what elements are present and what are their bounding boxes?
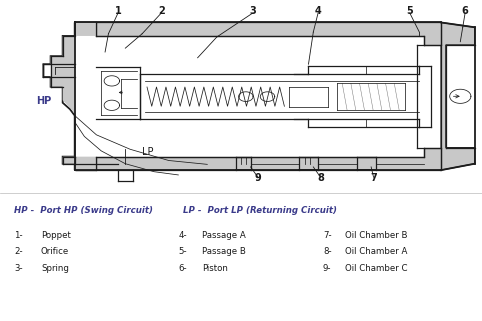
Text: Oil Chamber C: Oil Chamber C [345,264,407,273]
Text: Poppet: Poppet [41,231,71,240]
Text: 5: 5 [406,6,413,16]
Text: 2-: 2- [14,247,23,256]
Text: Passage B: Passage B [202,247,246,256]
Text: 8: 8 [317,173,324,183]
Text: 3: 3 [250,6,256,16]
Text: 1: 1 [115,6,121,16]
Text: LP -  Port LP (Returning Circuit): LP - Port LP (Returning Circuit) [183,206,337,215]
Text: Orifice: Orifice [41,247,69,256]
Text: 5-: 5- [178,247,187,256]
Text: 7: 7 [370,173,377,183]
Text: 9-: 9- [323,264,332,273]
Text: 7-: 7- [323,231,332,240]
Polygon shape [75,148,441,170]
Text: Spring: Spring [41,264,69,273]
Text: 4-: 4- [178,231,187,240]
Text: 1-: 1- [14,231,23,240]
Text: 2: 2 [158,6,165,16]
Polygon shape [75,22,441,45]
Text: 6: 6 [462,6,469,16]
Text: 6-: 6- [178,264,187,273]
Text: LP: LP [142,147,154,157]
Text: HP: HP [36,96,52,106]
Text: 8-: 8- [323,247,332,256]
Text: Oil Chamber A: Oil Chamber A [345,247,407,256]
Text: Piston: Piston [202,264,228,273]
Text: 9: 9 [254,173,261,183]
Text: 3-: 3- [14,264,23,273]
Text: HP -  Port HP (Swing Circuit): HP - Port HP (Swing Circuit) [14,206,153,215]
Text: 4: 4 [315,6,321,16]
Polygon shape [441,22,475,170]
Text: Passage A: Passage A [202,231,246,240]
Text: Oil Chamber B: Oil Chamber B [345,231,407,240]
Polygon shape [51,22,96,170]
